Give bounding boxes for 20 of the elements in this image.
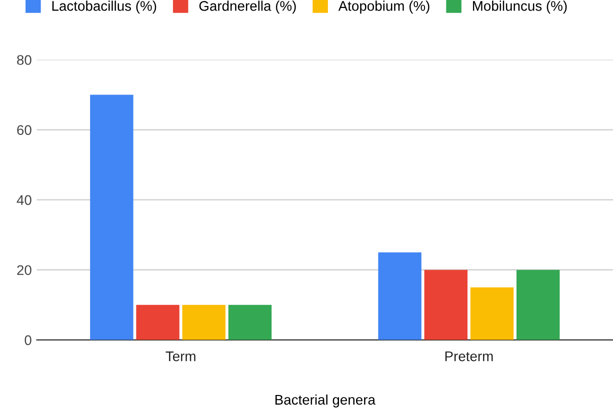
bar bbox=[516, 270, 560, 340]
legend-label: Atopobium (%) bbox=[338, 0, 430, 14]
y-tick-label: 0 bbox=[24, 335, 32, 346]
bar bbox=[136, 304, 180, 340]
y-tick-label: 80 bbox=[17, 55, 32, 65]
bar bbox=[182, 304, 226, 340]
x-tick-label: Term bbox=[166, 352, 196, 362]
bar bbox=[378, 252, 422, 340]
x-axis-title: Bacterial genera bbox=[275, 394, 376, 408]
bar bbox=[424, 270, 468, 340]
legend-label: Gardnerella (%) bbox=[199, 0, 296, 14]
y-tick-label: 60 bbox=[17, 125, 32, 135]
x-tick-label: Preterm bbox=[445, 352, 493, 362]
legend-label: Mobiluncus (%) bbox=[472, 0, 567, 14]
y-tick-label: 20 bbox=[17, 265, 32, 276]
legend-label: Lactobacillus (%) bbox=[52, 0, 156, 14]
bar bbox=[470, 287, 514, 340]
y-tick-label: 40 bbox=[16, 195, 32, 205]
bar bbox=[228, 304, 272, 340]
bar bbox=[90, 94, 134, 340]
